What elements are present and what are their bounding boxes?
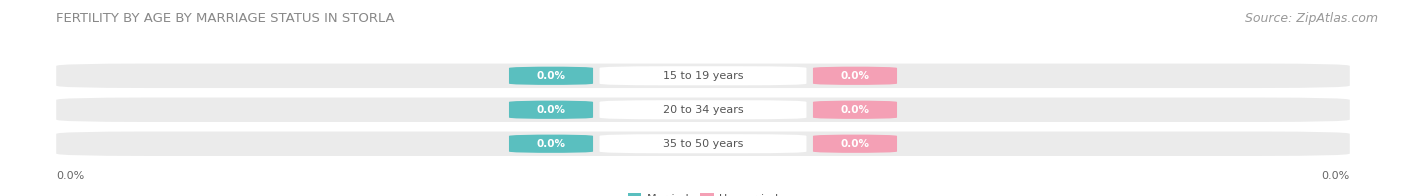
Text: Source: ZipAtlas.com: Source: ZipAtlas.com	[1244, 12, 1378, 25]
FancyBboxPatch shape	[599, 134, 807, 153]
FancyBboxPatch shape	[56, 64, 1350, 88]
Legend: Married, Unmarried: Married, Unmarried	[623, 189, 783, 196]
Text: 0.0%: 0.0%	[1322, 171, 1350, 181]
FancyBboxPatch shape	[599, 100, 807, 119]
FancyBboxPatch shape	[56, 132, 1350, 156]
Text: 15 to 19 years: 15 to 19 years	[662, 71, 744, 81]
FancyBboxPatch shape	[813, 67, 897, 85]
Text: 0.0%: 0.0%	[537, 71, 565, 81]
FancyBboxPatch shape	[509, 135, 593, 153]
Text: 0.0%: 0.0%	[841, 139, 869, 149]
FancyBboxPatch shape	[509, 101, 593, 119]
FancyBboxPatch shape	[813, 135, 897, 153]
Text: 0.0%: 0.0%	[537, 139, 565, 149]
Text: 20 to 34 years: 20 to 34 years	[662, 105, 744, 115]
Text: 0.0%: 0.0%	[537, 105, 565, 115]
Text: 35 to 50 years: 35 to 50 years	[662, 139, 744, 149]
Text: 0.0%: 0.0%	[841, 105, 869, 115]
FancyBboxPatch shape	[599, 66, 807, 85]
Text: 0.0%: 0.0%	[56, 171, 84, 181]
FancyBboxPatch shape	[813, 101, 897, 119]
FancyBboxPatch shape	[56, 98, 1350, 122]
Text: 0.0%: 0.0%	[841, 71, 869, 81]
Text: FERTILITY BY AGE BY MARRIAGE STATUS IN STORLA: FERTILITY BY AGE BY MARRIAGE STATUS IN S…	[56, 12, 395, 25]
FancyBboxPatch shape	[509, 67, 593, 85]
